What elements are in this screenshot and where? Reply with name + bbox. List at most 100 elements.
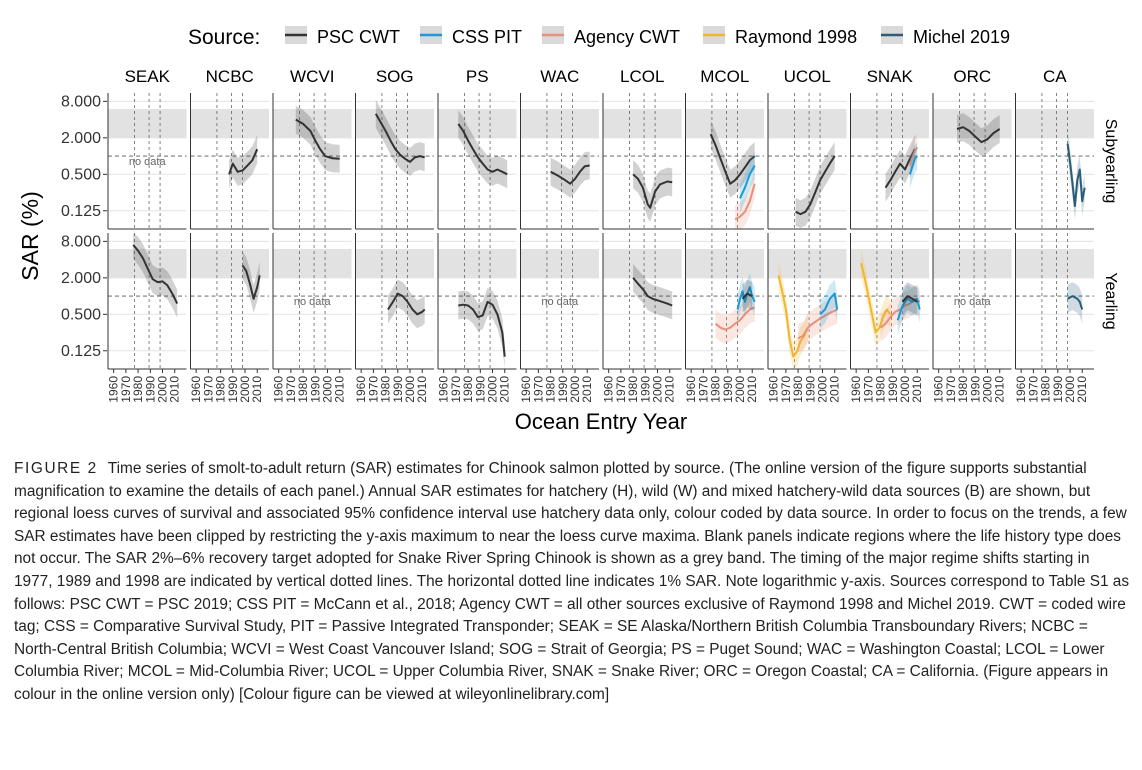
x-tick-label: 1970 bbox=[1026, 376, 1040, 403]
confidence-ribbon bbox=[957, 113, 1000, 157]
confidence-ribbon bbox=[820, 279, 838, 329]
legend-title: Source: bbox=[188, 26, 260, 49]
panel-ps-yearling bbox=[437, 233, 517, 370]
loess-curve bbox=[632, 173, 673, 209]
x-tick-label: 1960 bbox=[189, 376, 203, 403]
y-tick-label: 2.000 bbox=[61, 130, 101, 147]
panel-wac-yearling: no data bbox=[520, 233, 599, 370]
loess-curve bbox=[458, 300, 506, 357]
x-tick-label: 1960 bbox=[767, 376, 781, 403]
recovery-band bbox=[685, 108, 764, 138]
legend-label: Michel 2019 bbox=[913, 27, 1010, 47]
x-tick-label: 1990 bbox=[721, 376, 735, 403]
x-tick-label: 1970 bbox=[449, 376, 463, 403]
confidence-ribbon bbox=[902, 282, 918, 316]
panel-wcvi-yearling: no data bbox=[272, 233, 352, 370]
x-tick-label: 1990 bbox=[226, 376, 240, 403]
recovery-band bbox=[190, 108, 269, 138]
recovery-band bbox=[685, 248, 764, 278]
x-tick-label: 2010 bbox=[1075, 376, 1089, 403]
x-tick-label: 1980 bbox=[791, 376, 805, 403]
y-tick-label: 8.000 bbox=[61, 233, 101, 250]
x-tick-label: 1960 bbox=[849, 376, 863, 403]
confidence-ribbon bbox=[710, 120, 755, 198]
legend-label: Raymond 1998 bbox=[735, 27, 857, 47]
x-tick-label: 1990 bbox=[1051, 376, 1065, 403]
confidence-ribbon bbox=[633, 263, 673, 320]
recovery-band bbox=[520, 108, 599, 138]
legend-label: Agency CWT bbox=[574, 27, 680, 47]
loess-curve bbox=[709, 133, 756, 185]
confidence-ribbon bbox=[295, 105, 340, 173]
x-tick-label: 1980 bbox=[214, 376, 228, 403]
panel-lcol-subyearling bbox=[602, 93, 682, 230]
confidence-ribbon bbox=[229, 135, 258, 189]
region-header: LCOL bbox=[620, 67, 664, 86]
x-tick-label: 1980 bbox=[379, 376, 393, 403]
region-header: ORC bbox=[953, 67, 991, 86]
x-tick-label: 2000 bbox=[238, 376, 252, 403]
loess-curve bbox=[795, 155, 836, 216]
recovery-band bbox=[1015, 248, 1094, 278]
x-tick-label: 1970 bbox=[779, 376, 793, 403]
panel-lcol-yearling bbox=[602, 233, 682, 370]
recovery-band bbox=[850, 108, 929, 138]
x-tick-label: 1970 bbox=[284, 376, 298, 403]
recovery-band bbox=[273, 248, 352, 278]
loess-curve bbox=[896, 297, 921, 321]
confidence-ribbon bbox=[897, 284, 920, 335]
region-header: SEAK bbox=[125, 67, 171, 86]
loess-curve bbox=[734, 183, 756, 221]
panel-wcvi-subyearling bbox=[272, 93, 352, 230]
confidence-ribbon bbox=[388, 279, 425, 329]
confidence-ribbon bbox=[458, 109, 508, 189]
y-axis-title: SAR (%) bbox=[17, 191, 43, 280]
chart-legend: Source: PSC CWT CSS PIT Agency CWT Raymond 1… bbox=[188, 26, 1010, 49]
panel-seak-yearling bbox=[107, 233, 187, 370]
loess-curve bbox=[901, 295, 918, 303]
confidence-ribbon bbox=[633, 160, 673, 222]
y-tick-label: 8.000 bbox=[61, 93, 101, 110]
loess-curve bbox=[714, 306, 756, 331]
x-tick-label: 1980 bbox=[874, 376, 888, 403]
recovery-band bbox=[438, 108, 517, 138]
panel-orc-yearling: no data bbox=[932, 233, 1012, 370]
region-header: SNAK bbox=[867, 67, 914, 86]
loess-curve bbox=[736, 286, 756, 310]
panel-ncbc-yearling bbox=[190, 233, 269, 370]
x-tick-label: 1980 bbox=[626, 376, 640, 403]
loess-curve bbox=[374, 113, 425, 163]
confidence-ribbon bbox=[742, 279, 753, 313]
x-tick-label: 1960 bbox=[684, 376, 698, 403]
loess-curve bbox=[1067, 295, 1084, 310]
loess-curve bbox=[387, 292, 426, 316]
loess-curve bbox=[777, 275, 809, 358]
confidence-ribbon bbox=[735, 169, 755, 229]
x-tick-label: 1960 bbox=[107, 376, 121, 403]
confidence-ribbon bbox=[1067, 282, 1083, 324]
x-tick-label: 1990 bbox=[886, 376, 900, 403]
x-tick-label: 1980 bbox=[461, 376, 475, 403]
x-tick-label: 2010 bbox=[580, 376, 594, 403]
x-tick-label: 1980 bbox=[296, 376, 310, 403]
loess-curve bbox=[632, 277, 673, 307]
loess-curve bbox=[884, 148, 916, 189]
x-tick-label: 2000 bbox=[568, 376, 582, 403]
x-tick-label: 2000 bbox=[651, 376, 665, 403]
panel-seak-subyearling: no data bbox=[107, 93, 187, 230]
panel-wac-subyearling bbox=[520, 93, 599, 230]
no-data-label: no data bbox=[129, 156, 167, 168]
loess-curve bbox=[132, 244, 179, 305]
sar-chart-figure: Source: PSC CWT CSS PIT Agency CWT Raymond 1… bbox=[17, 26, 1119, 434]
y-tick-label: 0.125 bbox=[61, 343, 101, 360]
loess-curve bbox=[819, 292, 839, 316]
confidence-ribbon bbox=[375, 99, 425, 176]
y-tick-label: 2.000 bbox=[61, 270, 101, 287]
panel-ps-subyearling bbox=[437, 93, 517, 230]
loess-curve bbox=[295, 118, 340, 160]
x-tick-label: 1960 bbox=[437, 376, 451, 403]
y-axis: 0.125 0.500 2.000 8.000 0.125 0.500 2.000 8.000 bbox=[61, 93, 107, 360]
x-tick-label: 2010 bbox=[333, 376, 347, 403]
confidence-ribbon bbox=[861, 249, 891, 347]
